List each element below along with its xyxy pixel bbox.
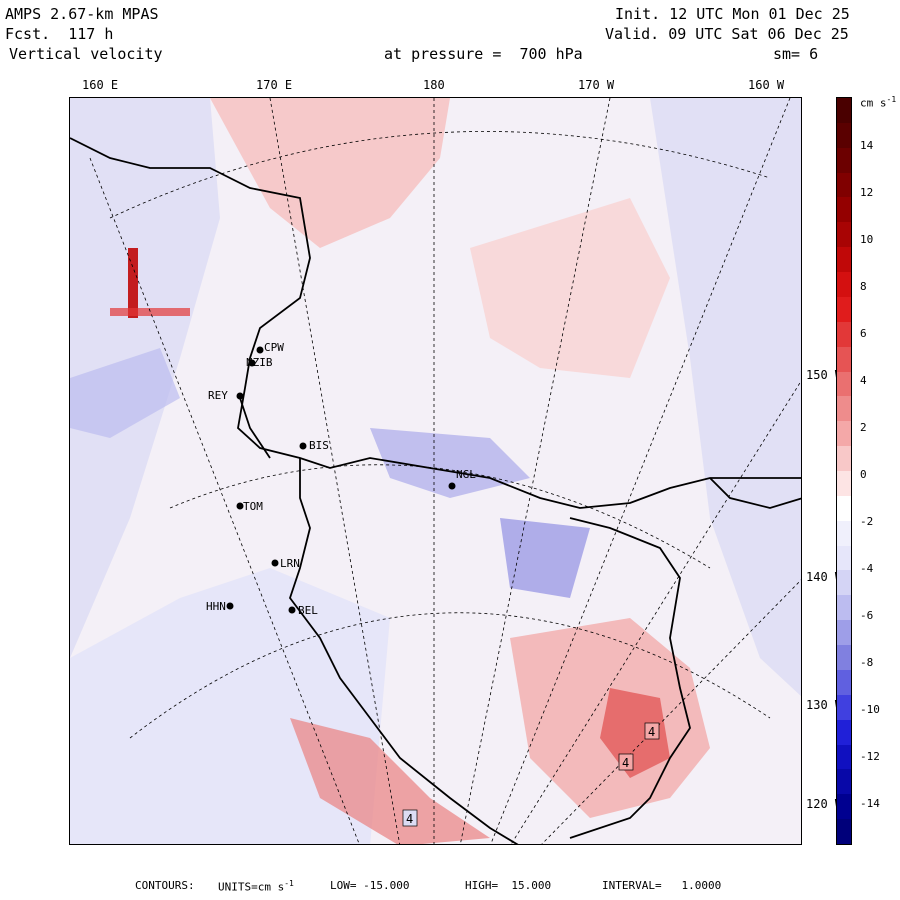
- downward-motion-zone-center: [370, 428, 530, 498]
- station-markers: [226, 346, 456, 614]
- colorbar-tick-label: 10: [860, 233, 874, 246]
- colorbar-segment: [837, 644, 851, 670]
- colorbar-segment: [837, 321, 851, 347]
- smoothing: sm= 6: [773, 45, 819, 63]
- model-title: AMPS 2.67-km MPAS: [5, 5, 159, 23]
- lon-tick-180: 180: [423, 78, 445, 92]
- contour-label-2: 4: [622, 756, 629, 770]
- strong-updraft-streak: [128, 248, 138, 318]
- lon-tick-170e: 170 E: [256, 78, 293, 92]
- colorbar-segment: [837, 793, 851, 820]
- contour-label-3: 4: [406, 812, 413, 826]
- colorbar-tick-label: -2: [860, 515, 874, 528]
- colorbar-segment: [837, 495, 851, 521]
- colorbar-segment: [837, 246, 851, 273]
- colorbar-tick-label: 8: [860, 280, 867, 293]
- footer-units: UNITS=cm s-1: [218, 879, 294, 894]
- colorbar-tick-label: 2: [860, 421, 867, 434]
- station-label-ngl: NGL: [456, 468, 476, 481]
- valid-time: Valid. 09 UTC Sat 06 Dec 25: [605, 25, 849, 43]
- colorbar-tick-label: -4: [860, 562, 874, 575]
- station-label-bis: BIS: [309, 439, 329, 452]
- colorbar-segment: [837, 271, 851, 297]
- colorbar-segment: [837, 545, 851, 571]
- upward-motion-zone-north: [210, 98, 450, 248]
- downward-motion-zone-west: [70, 348, 180, 438]
- contour-label-1: 4: [648, 725, 655, 739]
- colorbar-segment: [837, 221, 851, 248]
- map-canvas: 4 4 4: [70, 98, 801, 844]
- colorbar-segment: [837, 97, 851, 123]
- station-label-tom: TOM: [243, 500, 263, 513]
- colorbar-segment: [837, 172, 851, 198]
- colorbar-tick-label: -8: [860, 656, 874, 669]
- colorbar-tick-label: -14: [860, 797, 880, 810]
- footer-high: HIGH= 15.000: [465, 879, 552, 892]
- colorbar-segment: [837, 768, 851, 795]
- light-blue-zone-south: [70, 568, 390, 844]
- colorbar-tick-label: -10: [860, 703, 880, 716]
- forecast-hour: Fcst. 117 h: [5, 25, 114, 43]
- strong-upward-core: [600, 688, 670, 778]
- colorbar-segment: [837, 594, 851, 621]
- colorbar-segment: [837, 694, 851, 720]
- footer-interval: INTERVAL= 1.0000: [602, 879, 722, 892]
- station-label-cpw: CPW: [264, 341, 284, 354]
- station-label-lrn: LRN: [280, 557, 300, 570]
- station-label-hhn: HHN: [206, 600, 226, 613]
- field-name: Vertical velocity: [9, 45, 163, 63]
- colorbar-segment: [837, 520, 851, 546]
- colorbar-segment: [837, 122, 851, 148]
- colorbar: [836, 97, 852, 845]
- contour-labels: 4 4 4: [402, 722, 660, 827]
- lon-tick-160e: 160 E: [82, 78, 119, 92]
- downward-motion-zone-east: [500, 518, 590, 598]
- colorbar-tick-label: 14: [860, 139, 874, 152]
- colorbar-segment: [837, 346, 851, 372]
- lon-tick-170w: 170 W: [578, 78, 615, 92]
- colorbar-segment: [837, 669, 851, 695]
- vertical-velocity-map: 4 4 4 CPW NZIB REY BIS NGL TOM LRN HHN B…: [69, 97, 802, 845]
- colorbar-segment: [837, 818, 851, 844]
- station-label-bel: BEL: [298, 604, 318, 617]
- colorbar-units: cm s-1: [860, 95, 897, 110]
- lon-tick-160w: 160 W: [748, 78, 785, 92]
- colorbar-tick-label: -6: [860, 609, 874, 622]
- colorbar-tick-label: 4: [860, 374, 867, 387]
- colorbar-segment: [837, 395, 851, 422]
- upward-motion-zone-ross: [470, 198, 670, 378]
- light-blue-zone-east: [650, 98, 801, 697]
- updraft-band: [110, 308, 190, 316]
- colorbar-segment: [837, 445, 851, 471]
- station-label-rey: REY: [208, 389, 228, 402]
- colorbar-tick-label: 6: [860, 327, 867, 340]
- colorbar-segment: [837, 569, 851, 596]
- coastline: [70, 137, 801, 844]
- colorbar-segment: [837, 470, 851, 496]
- longitude-lines: [89, 98, 801, 844]
- colorbar-segment: [837, 420, 851, 447]
- colorbar-segment: [837, 719, 851, 745]
- colorbar-tick-label: 12: [860, 186, 874, 199]
- footer-low: LOW= -15.000: [330, 879, 410, 892]
- colorbar-segment: [837, 744, 851, 770]
- init-time: Init. 12 UTC Mon 01 Dec 25: [615, 5, 850, 23]
- upward-motion-zone-coast: [290, 718, 490, 844]
- colorbar-tick-label: 0: [860, 468, 867, 481]
- footer-contours: CONTOURS:: [135, 879, 195, 892]
- colorbar-segment: [837, 296, 851, 322]
- colorbar-segment: [837, 619, 851, 646]
- colorbar-segment: [837, 147, 851, 173]
- colorbar-segment: [837, 196, 851, 223]
- station-label-nzib: NZIB: [246, 356, 273, 369]
- colorbar-tick-label: -12: [860, 750, 880, 763]
- colorbar-segment: [837, 371, 851, 397]
- pressure-level: at pressure = 700 hPa: [384, 45, 583, 63]
